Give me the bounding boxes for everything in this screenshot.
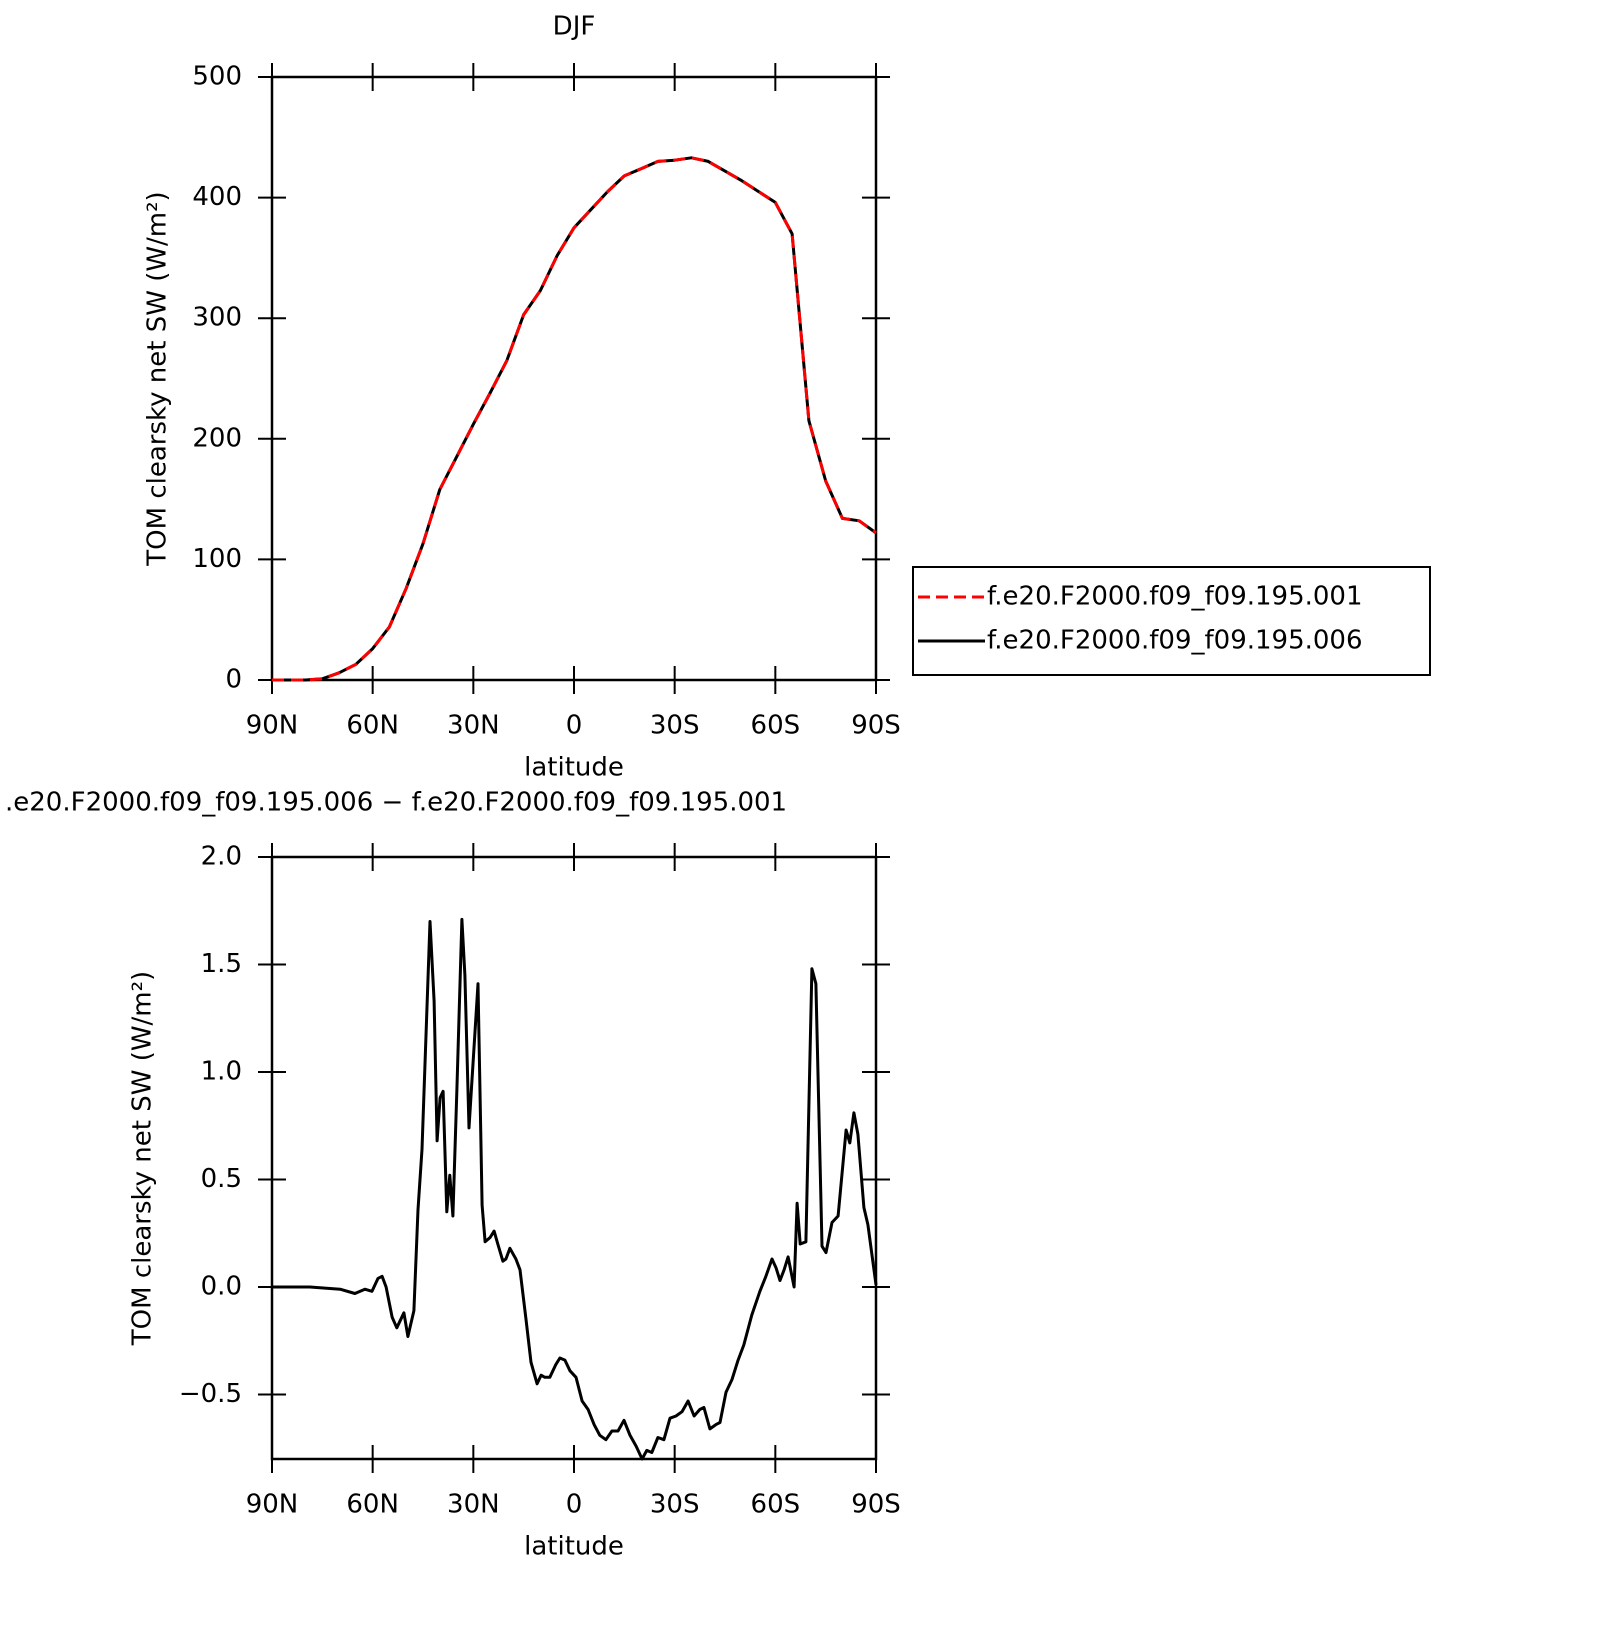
plot-frame	[270, 855, 878, 1461]
x-tick-label: 30N	[447, 711, 500, 741]
x-tick-label: 30S	[650, 711, 700, 741]
data-line	[272, 917, 878, 1461]
y-tick-label: 200	[192, 423, 242, 453]
x-axis-label: latitude	[524, 753, 624, 783]
y-tick-label: 1.5	[201, 949, 242, 979]
y-tick-label: 2.0	[201, 842, 242, 872]
chart-title: DJF	[553, 12, 596, 42]
x-tick-label: 60N	[346, 711, 399, 741]
legend-box	[912, 566, 1431, 676]
x-axis-label: latitude	[524, 1532, 624, 1562]
y-tick-label: 0	[225, 665, 242, 695]
y-tick-label: 1.0	[201, 1057, 242, 1087]
y-tick-label: −0.5	[179, 1379, 242, 1409]
data-line	[272, 156, 877, 682]
y-axis-label: TOM clearsky net SW (W/m²)	[128, 971, 158, 1346]
x-tick-label: 60S	[751, 711, 801, 741]
y-axis-label: TOM clearsky net SW (W/m²)	[143, 191, 173, 566]
y-tick-label: 100	[192, 544, 242, 574]
y-tick-label: 0.0	[201, 1272, 242, 1302]
x-tick-label: 90N	[246, 1490, 299, 1520]
y-tick-label: 300	[192, 303, 242, 333]
x-tick-label: 90N	[246, 711, 299, 741]
x-tick-label: 0	[566, 1490, 583, 1520]
data-line	[272, 156, 877, 682]
y-tick-label: 500	[192, 62, 242, 92]
x-tick-label: 0	[566, 711, 583, 741]
plot-frame	[270, 75, 878, 682]
x-tick-label: 60S	[751, 1490, 801, 1520]
chart-title: .e20.F2000.f09_f09.195.006 − f.e20.F2000…	[5, 788, 787, 818]
y-tick-label: 0.5	[201, 1164, 242, 1194]
x-tick-label: 90S	[851, 1490, 901, 1520]
y-tick-label: 400	[192, 182, 242, 212]
x-tick-label: 60N	[346, 1490, 399, 1520]
legend-label: f.e20.F2000.f09_f09.195.001	[987, 582, 1363, 612]
x-tick-label: 30S	[650, 1490, 700, 1520]
legend-label: f.e20.F2000.f09_f09.195.006	[987, 626, 1363, 656]
x-tick-label: 90S	[851, 711, 901, 741]
x-tick-label: 30N	[447, 1490, 500, 1520]
